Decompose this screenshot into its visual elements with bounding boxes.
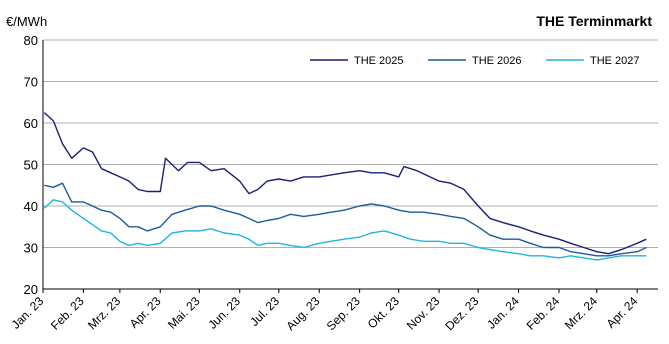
x-tick-label: Nov. 23: [404, 294, 443, 333]
y-axis-label: €/MWh: [6, 14, 47, 29]
series-lines: [43, 112, 647, 261]
chart-title: THE Terminmarkt: [536, 13, 652, 29]
y-tick-label: 20: [24, 282, 38, 297]
series-line-1: [43, 112, 647, 255]
x-tick-label: Okt. 23: [365, 294, 402, 331]
y-axis-ticks: 20 30 40 50 60 70 80: [24, 33, 38, 297]
legend-label: THE 2027: [590, 55, 640, 67]
y-tick-label: 80: [24, 33, 38, 48]
y-tick-label: 30: [24, 241, 38, 256]
x-tick-label: Aug. 23: [283, 294, 322, 333]
x-tick-label: Feb. 23: [48, 294, 87, 333]
series-line-2: [44, 182, 647, 257]
x-tick-label: Mai. 23: [165, 294, 203, 332]
x-tick-label: Jun. 23: [205, 294, 243, 332]
x-tick-label: Jan. 23: [9, 294, 47, 332]
x-tick-label: Apr. 23: [127, 294, 164, 331]
y-tick-label: 40: [24, 199, 38, 214]
series-line-3: [43, 199, 647, 261]
legend-label: THE 2026: [472, 55, 522, 67]
legend: THE 2025 THE 2026 THE 2027: [310, 55, 640, 67]
x-tick-label: Jul. 23: [247, 294, 282, 329]
gridlines: [42, 39, 658, 290]
y-tick-label: 50: [24, 158, 38, 173]
x-tick-label: Dez. 23: [442, 294, 481, 333]
y-tick-label: 60: [24, 116, 38, 131]
x-tick-label: Sep. 23: [324, 294, 363, 333]
x-tick-label: Mrz. 23: [85, 294, 123, 332]
x-tick-label: Jan. 24: [484, 294, 522, 332]
y-tick-label: 70: [24, 75, 38, 90]
x-tick-label: Apr. 24: [604, 294, 641, 331]
x-tick-label: Mrz. 24: [562, 294, 600, 332]
x-tick-label: Feb. 24: [524, 294, 563, 333]
legend-label: THE 2025: [354, 55, 404, 67]
